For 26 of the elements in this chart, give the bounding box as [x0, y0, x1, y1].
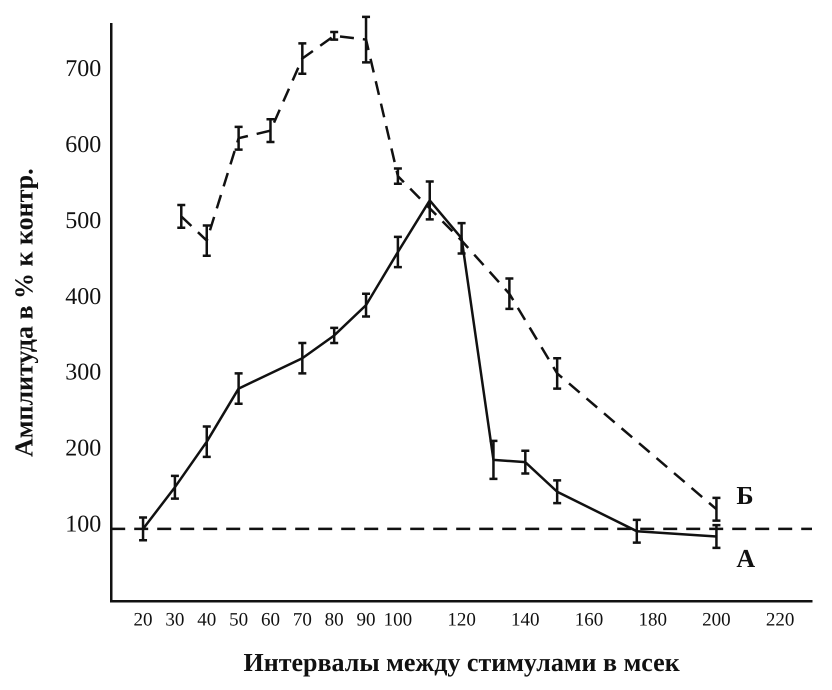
x-tick-label: 60 [260, 609, 280, 630]
x-tick-label: 180 [638, 609, 667, 630]
series-label: А [736, 544, 756, 574]
x-tick-label: 220 [766, 609, 794, 630]
x-tick-label: 20 [134, 609, 153, 630]
x-tick-label: 90 [356, 609, 376, 630]
series-label: Б [736, 480, 754, 510]
x-tick-label: 100 [384, 609, 412, 630]
x-tick-label: 160 [574, 609, 604, 630]
x-tick-label: 120 [447, 609, 476, 630]
y-axis-title: Амплитуда в % к контр. [9, 168, 38, 458]
y-tick-label: 100 [65, 511, 102, 538]
x-tick-label: 80 [324, 609, 344, 630]
x-tick-label: 70 [292, 609, 312, 630]
x-tick-label: 50 [229, 609, 248, 630]
y-tick-label: 600 [65, 132, 102, 158]
y-tick-label: 200 [65, 436, 102, 462]
y-tick-label: 700 [65, 56, 102, 82]
x-tick-label: 30 [165, 609, 184, 630]
x-tick-label: 40 [197, 609, 216, 630]
x-tick-label: 200 [702, 609, 731, 630]
y-tick-label: 400 [65, 284, 102, 310]
x-tick-label: 140 [511, 609, 540, 630]
y-tick-label: 300 [65, 360, 102, 386]
y-tick-label: 500 [65, 208, 102, 234]
x-axis-title: Интервалы между стимулами в мсек [244, 648, 680, 678]
